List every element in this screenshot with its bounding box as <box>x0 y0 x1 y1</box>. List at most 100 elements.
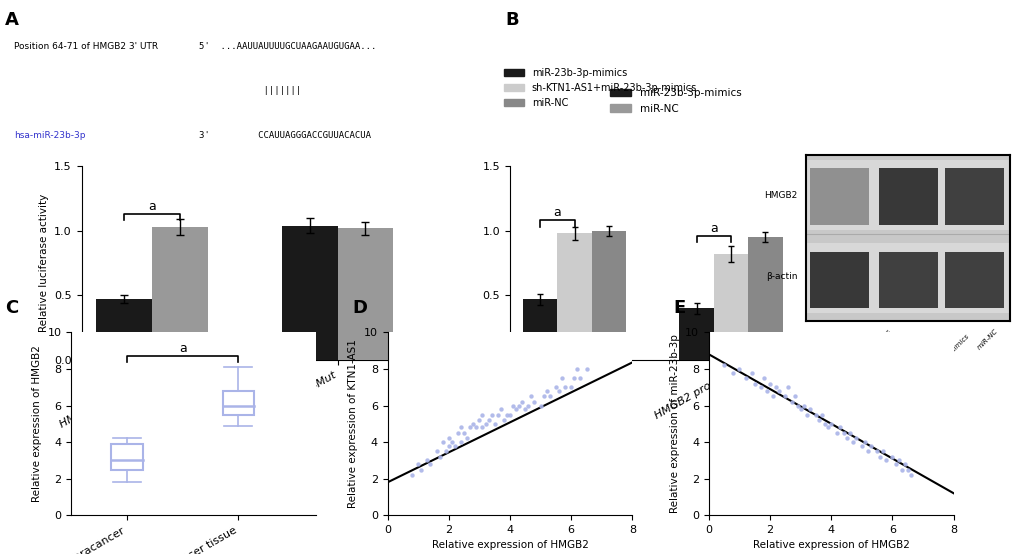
Text: HMGB2: HMGB2 <box>763 191 797 201</box>
Point <box>517 405 533 414</box>
Point <box>874 447 891 455</box>
Text: D: D <box>352 299 367 317</box>
Bar <box>337 228 392 360</box>
Point <box>819 423 836 432</box>
Point <box>541 392 557 401</box>
Point <box>471 416 487 424</box>
Point <box>501 410 518 419</box>
Text: a: a <box>709 222 717 235</box>
Point <box>832 423 848 432</box>
Point <box>798 410 814 419</box>
Bar <box>591 231 626 360</box>
Bar <box>523 299 556 360</box>
Point <box>890 456 906 465</box>
Point <box>792 405 808 414</box>
Point <box>486 419 502 428</box>
Point <box>731 365 747 373</box>
Point <box>437 447 453 455</box>
Point <box>413 465 429 474</box>
Bar <box>878 252 937 308</box>
Point <box>807 410 823 419</box>
Point <box>578 365 594 373</box>
Point <box>816 419 833 428</box>
Bar <box>748 237 782 360</box>
Text: a: a <box>178 342 186 355</box>
Point <box>511 401 527 410</box>
Point <box>498 410 515 419</box>
Text: B: B <box>504 11 518 29</box>
Text: miR-NC: miR-NC <box>975 328 998 351</box>
Point <box>764 392 781 401</box>
Point <box>495 416 512 424</box>
Point <box>443 438 460 447</box>
Point <box>877 456 894 465</box>
Point <box>410 460 426 469</box>
Point <box>810 416 826 424</box>
Point <box>462 423 478 432</box>
Point <box>474 410 490 419</box>
Text: E: E <box>673 299 685 317</box>
Point <box>801 405 817 414</box>
Y-axis label: Relative luciferase activity: Relative luciferase activity <box>39 194 49 332</box>
Point <box>795 401 811 410</box>
Point <box>550 387 567 396</box>
Point <box>813 410 829 419</box>
Point <box>847 434 863 443</box>
Point <box>526 397 542 406</box>
Bar <box>281 225 337 360</box>
Point <box>737 373 753 382</box>
Point <box>572 373 588 382</box>
Point <box>492 405 508 414</box>
Point <box>902 470 918 479</box>
Point <box>483 410 499 419</box>
Point <box>404 470 420 479</box>
Point <box>743 368 759 377</box>
Point <box>440 434 457 443</box>
Point <box>862 442 878 450</box>
Point <box>838 434 854 443</box>
Point <box>504 401 521 410</box>
Point <box>746 379 762 388</box>
Text: β-actin: β-actin <box>765 272 797 281</box>
Point <box>532 401 548 410</box>
Point <box>887 460 903 469</box>
Point <box>422 460 438 469</box>
Bar <box>944 168 1003 225</box>
Point <box>896 460 912 469</box>
Point <box>538 387 554 396</box>
Point <box>715 361 732 370</box>
X-axis label: Relative expression of HMGB2: Relative expression of HMGB2 <box>752 541 909 551</box>
Point <box>507 405 524 414</box>
Point <box>783 397 799 406</box>
Y-axis label: Relative expression of miR-23b-3p: Relative expression of miR-23b-3p <box>668 335 679 513</box>
Text: Position 64-71 of HMGB2 3' UTR: Position 64-71 of HMGB2 3' UTR <box>14 42 158 51</box>
Point <box>556 383 573 392</box>
Point <box>434 438 450 447</box>
Point <box>477 419 493 428</box>
Point <box>440 442 457 450</box>
Point <box>535 392 551 401</box>
Point <box>868 447 884 455</box>
Point <box>569 365 585 373</box>
Text: 3'         CCAUUAGGGACCGUUACACUA: 3' CCAUUAGGGACCGUUACACUA <box>199 131 370 140</box>
Point <box>562 383 579 392</box>
Text: 5'  ...AAUUAUUUUGCUAAGAAUGUGAA...: 5' ...AAUUAUUUUGCUAAGAAUGUGAA... <box>199 42 376 51</box>
Point <box>474 423 490 432</box>
Point <box>480 416 496 424</box>
Point <box>776 392 793 401</box>
Point <box>893 465 909 474</box>
Point <box>452 423 469 432</box>
Legend: miR-23b-3p-mimics, sh-KTN1-AS1+miR-23b-3p-mimics, miR-NC: miR-23b-3p-mimics, sh-KTN1-AS1+miR-23b-3… <box>500 64 700 112</box>
Point <box>828 429 845 438</box>
Bar <box>152 227 208 360</box>
Bar <box>679 309 713 360</box>
Bar <box>944 252 1003 308</box>
Point <box>520 401 536 410</box>
Legend: miR-23b-3p-mimics, miR-NC: miR-23b-3p-mimics, miR-NC <box>605 84 745 117</box>
Point <box>859 447 875 455</box>
Point <box>468 423 484 432</box>
Point <box>547 383 564 392</box>
Point <box>844 438 860 447</box>
Bar <box>556 233 591 360</box>
Point <box>780 383 796 392</box>
